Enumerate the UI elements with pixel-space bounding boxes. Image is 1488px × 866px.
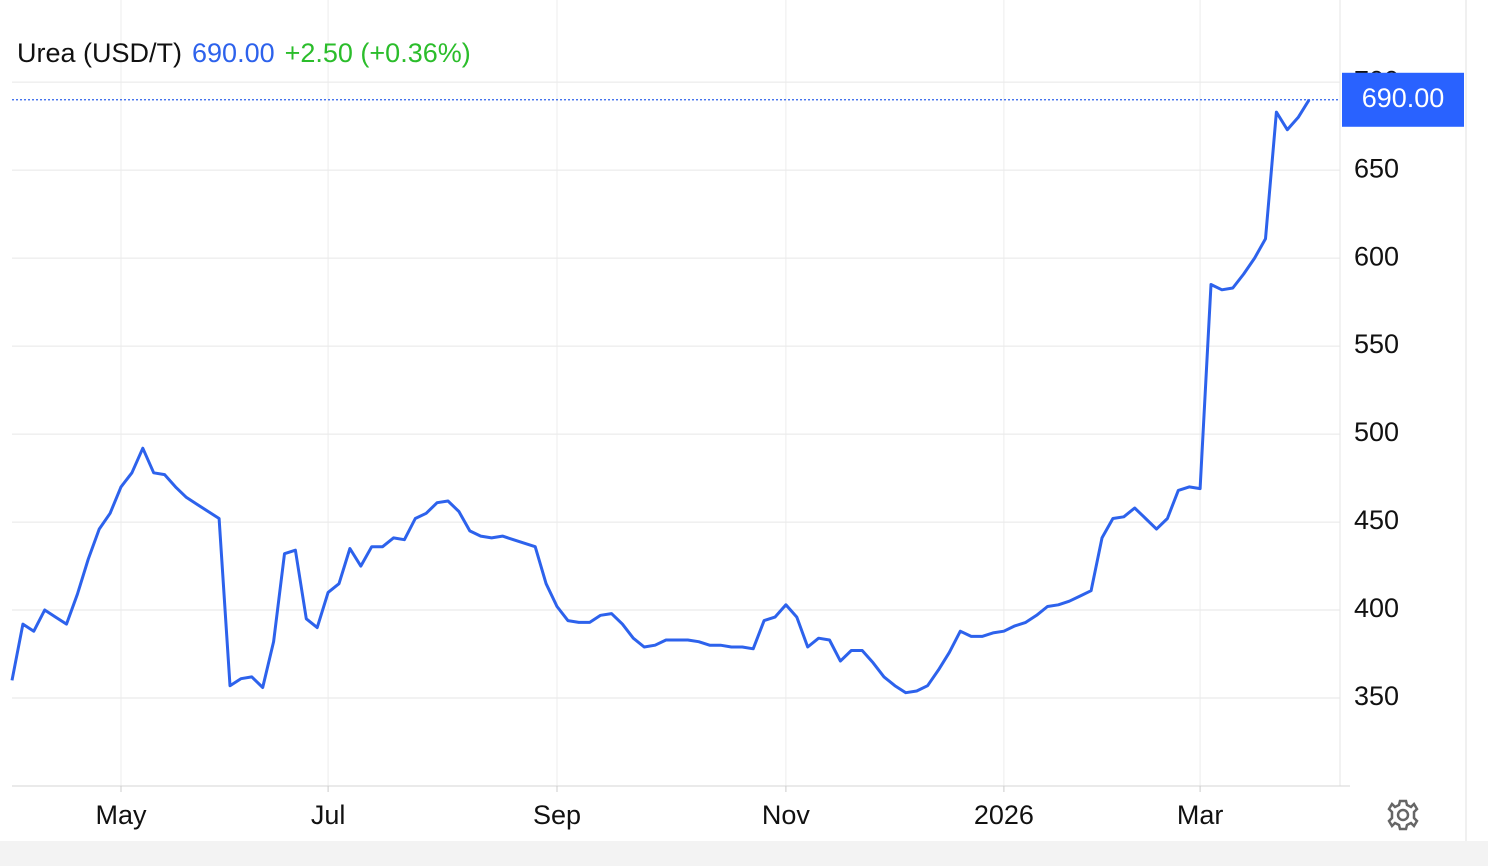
settings-icon[interactable] (1387, 799, 1419, 831)
instrument-name: Urea (USD/T) (17, 38, 183, 68)
y-tick-label: 450 (1354, 505, 1399, 535)
grid (12, 0, 1340, 786)
x-tick-label: Sep (533, 800, 581, 830)
footer-band (0, 841, 1488, 866)
y-tick-label: 550 (1354, 329, 1399, 359)
price-line (10, 99, 1311, 695)
y-tick-label: 650 (1354, 153, 1399, 183)
y-tick-label: 350 (1354, 681, 1399, 711)
x-tick-label: Nov (762, 800, 811, 830)
y-tick-label: 600 (1354, 241, 1399, 271)
header: Urea (USD/T) 690.00 +2.50 (+0.36%) (17, 38, 481, 69)
y-tick-label: 500 (1354, 417, 1399, 447)
last-price-tag (1342, 72, 1464, 127)
x-tick-label: Jul (311, 800, 346, 830)
x-tick-label: Mar (1177, 800, 1224, 830)
x-tick-label: 2026 (974, 800, 1034, 830)
price: 690.00 (192, 38, 275, 68)
price-change: +2.50 (+0.36%) (284, 38, 471, 68)
x-tick-label: May (95, 800, 147, 830)
y-tick-label: 400 (1354, 593, 1399, 623)
last-price-label: 690.00 (1362, 83, 1445, 113)
